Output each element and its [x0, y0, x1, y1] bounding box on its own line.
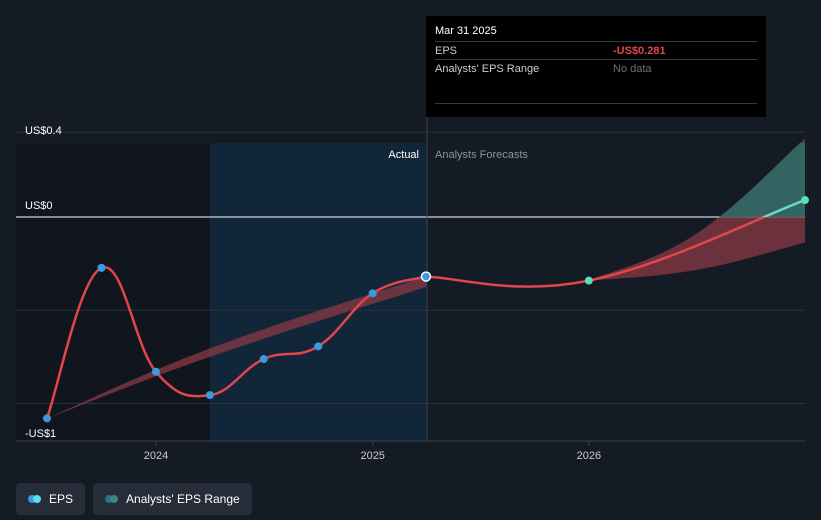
eps-point — [259, 355, 268, 364]
y-tick-label: US$0.4 — [25, 125, 62, 137]
y-tick-label: -US$1 — [25, 428, 56, 440]
legend-eps-button[interactable]: EPS — [16, 483, 86, 515]
legend-eps-label: EPS — [49, 492, 74, 506]
forecast-label: Analysts Forecasts — [435, 149, 528, 161]
range-legend-icon — [105, 495, 119, 503]
range-band-actual — [47, 276, 426, 419]
eps-point — [43, 414, 51, 423]
range-band-forecast — [588, 138, 805, 281]
tooltip-divider — [435, 103, 757, 104]
eps-point — [205, 391, 214, 400]
tooltip-range-value: No data — [613, 62, 652, 75]
eps-range-area — [47, 138, 805, 419]
eps-point — [97, 263, 106, 272]
tooltip-range-label: Analysts' EPS Range — [435, 62, 540, 75]
legend-range-label: Analysts' EPS Range — [126, 492, 240, 506]
y-tick-label: US$0 — [25, 200, 53, 212]
x-tick-label: 2025 — [360, 450, 384, 462]
tooltip-eps-row: EPS -US$0.281 — [435, 41, 757, 59]
legend-range-button[interactable]: Analysts' EPS Range — [93, 483, 252, 515]
eps-legend-icon — [28, 495, 41, 503]
eps-points — [43, 196, 809, 423]
legend: EPS Analysts' EPS Range — [16, 483, 252, 515]
tooltip-date: Mar 31 2025 — [435, 25, 497, 37]
tooltip-eps-label: EPS — [435, 44, 458, 57]
past-shade — [16, 143, 210, 441]
axis-labels: US$0.4 US$0 -US$1 2024 2025 2026 — [25, 125, 601, 462]
eps-point — [368, 289, 377, 298]
tooltip-range-row: Analysts' EPS Range No data — [435, 59, 757, 77]
x-tick-label: 2026 — [577, 450, 601, 462]
range-band-positive — [719, 143, 805, 217]
gridlines — [16, 131, 805, 442]
eps-point — [420, 271, 432, 282]
eps-point — [151, 367, 160, 376]
tooltip-eps-value: -US$0.281 — [613, 44, 666, 57]
actual-label: Actual — [388, 149, 419, 161]
tooltip: Mar 31 2025 EPS -US$0.281 Analysts' EPS … — [426, 16, 766, 117]
eps-forecast-point — [584, 276, 593, 285]
eps-point — [314, 342, 323, 351]
eps-forecast-line — [425, 198, 806, 288]
x-tick-label: 2024 — [144, 450, 168, 462]
eps-forecast-point — [801, 196, 809, 205]
